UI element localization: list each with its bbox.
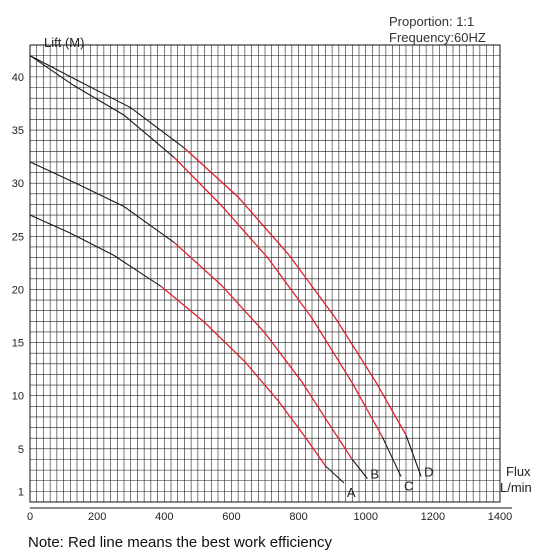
y-tick-label: 40 (12, 72, 24, 84)
chart-curves: AB CD (29, 55, 433, 500)
x-axis-label-line1: Flux (506, 464, 531, 479)
curve-b-efficient (173, 242, 353, 460)
x-axis-label-line2: L/min (500, 480, 532, 495)
curve-b-label: B (370, 467, 379, 482)
curve-d-label: D (424, 464, 433, 479)
x-tick-label: 400 (155, 511, 173, 523)
y-tick-label: 20 (12, 284, 24, 296)
curve-b-normal-lower (351, 459, 368, 479)
x-tick-label: 1200 (421, 511, 445, 523)
proportion-text: Proportion: 1:1 (389, 14, 474, 29)
x-tick-label: 200 (88, 511, 106, 523)
x-tick-label: 0 (27, 511, 33, 523)
curve-a-normal-lower (325, 465, 345, 484)
y-axis-label: Lift (M) (44, 35, 84, 50)
y-tick-label: 5 (18, 444, 24, 456)
curve-c-label: C (404, 478, 413, 493)
curve-b-normal-upper (29, 161, 175, 244)
curve-c-normal-lower (382, 436, 402, 477)
x-tick-label: 600 (222, 511, 240, 523)
curve-c-efficient (173, 157, 384, 438)
chart-note: Note: Red line means the best work effic… (28, 534, 333, 551)
frequency-text: Frequency:60HZ (389, 30, 486, 45)
x-tick-label: 1400 (488, 511, 512, 523)
x-tick-label: 800 (289, 511, 307, 523)
chart-grid (30, 45, 500, 502)
curve-c-normal-upper (29, 55, 175, 159)
y-tick-label: 30 (12, 178, 24, 190)
y-tick-label: 15 (12, 338, 24, 350)
x-tick-label: 1000 (353, 511, 377, 523)
y-tick-label: 1 (18, 486, 24, 498)
y-tick-label: 25 (12, 231, 24, 243)
curve-a-efficient (160, 285, 326, 467)
curve-d-normal-lower (405, 434, 422, 477)
curve-a-label: A (347, 485, 356, 500)
curve-d-normal-upper (29, 55, 185, 149)
curve-a-normal-upper (29, 214, 162, 287)
chart-tick-labels: 0 200 400 600 800 1000 1200 1400151015202530354… (12, 72, 512, 523)
chart-axes (29, 44, 512, 509)
y-tick-label: 35 (12, 125, 24, 137)
curve-d-efficient (183, 147, 407, 436)
plot-frame (29, 44, 501, 503)
y-tick-label: 10 (12, 391, 24, 403)
